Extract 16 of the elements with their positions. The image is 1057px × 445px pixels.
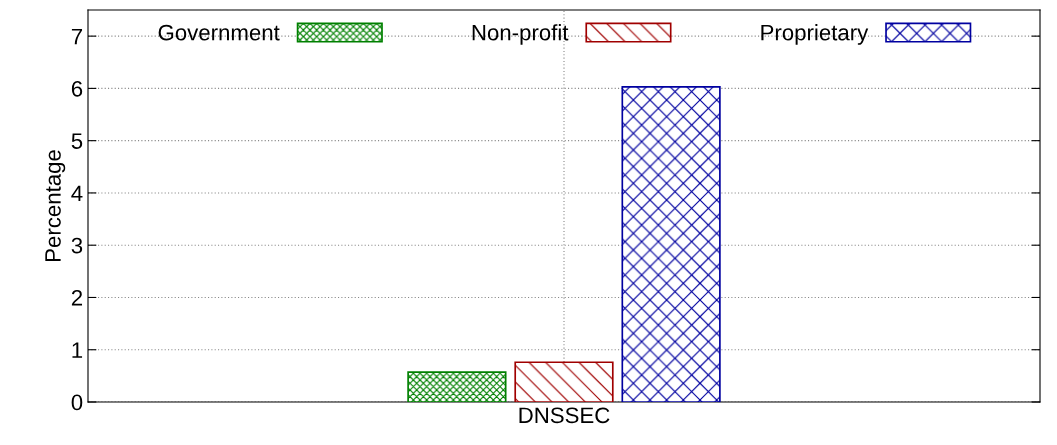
y-tick-label: 0 (71, 394, 83, 411)
x-tick-label: DNSSEC (519, 407, 610, 424)
y-tick-label: 4 (71, 185, 83, 201)
y-tick-label: 6 (71, 80, 83, 97)
y-tick-label: 5 (71, 133, 83, 149)
bar (514, 361, 614, 402)
y-tick-label: 7 (71, 28, 83, 45)
legend-label: Government (158, 24, 280, 41)
legend-label: Proprietary (761, 24, 869, 45)
y-tick-label: 2 (71, 290, 83, 306)
bar (621, 85, 721, 402)
y-tick-label: 1 (72, 342, 83, 358)
y-axis-title: Percentage (45, 150, 66, 261)
bar (407, 371, 507, 402)
legend-label: Non-profit (472, 24, 569, 45)
y-tick-label: 3 (71, 237, 83, 254)
